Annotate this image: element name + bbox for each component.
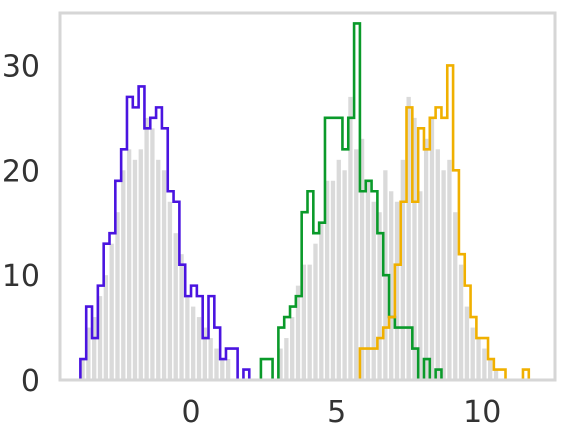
hist-bar-51 xyxy=(423,138,429,380)
hist-bar-22 xyxy=(208,338,213,380)
filled-bars xyxy=(80,96,499,380)
y-tick-label: 10 xyxy=(2,259,40,294)
hist-bar-54 xyxy=(441,170,446,380)
hist-bar-1 xyxy=(86,327,91,380)
plot-frame xyxy=(58,11,557,382)
hist-bar-62 xyxy=(488,359,493,380)
hist-bar-21 xyxy=(202,327,207,380)
step-outlines xyxy=(79,22,531,382)
hist-bar-35 xyxy=(330,180,336,380)
hist-bar-18 xyxy=(185,296,190,380)
hist-bar-10 xyxy=(138,149,143,380)
hist-bar-39 xyxy=(354,149,359,380)
hist-bar-25 xyxy=(225,359,231,380)
hist-bar-47 xyxy=(400,159,405,380)
hist-bar-57 xyxy=(458,264,464,380)
hist-bar-61 xyxy=(482,348,487,380)
series-outline-2 xyxy=(358,64,531,382)
hist-bar-38 xyxy=(348,96,353,380)
x-tick-label: 10 xyxy=(463,395,501,429)
y-tick-label: 20 xyxy=(2,154,40,189)
hist-bar-56 xyxy=(453,212,458,380)
hist-bar-13 xyxy=(156,159,161,380)
hist-bar-7 xyxy=(121,170,126,380)
hist-bar-59 xyxy=(470,327,475,380)
hist-bar-55 xyxy=(447,159,452,380)
hist-bar-17 xyxy=(179,254,184,380)
hist-bar-45 xyxy=(389,191,394,380)
x-tick-labels: 0 5 10 xyxy=(181,395,501,429)
hist-bar-3 xyxy=(97,296,103,380)
series-outline-0 xyxy=(79,85,251,382)
y-tick-labels: 0 10 20 30 xyxy=(2,49,40,399)
hist-bar-0 xyxy=(80,359,85,380)
hist-bar-12 xyxy=(150,128,155,380)
hist-bar-24 xyxy=(220,359,225,380)
x-tick-label: 5 xyxy=(327,395,346,429)
hist-bar-27 xyxy=(284,338,289,380)
hist-bar-31 xyxy=(307,264,312,380)
hist-bar-26 xyxy=(278,348,283,380)
hist-bar-33 xyxy=(319,222,324,380)
x-tick-label: 0 xyxy=(181,395,200,429)
hist-bar-42 xyxy=(371,201,376,380)
hist-bar-19 xyxy=(191,306,196,380)
hist-bar-53 xyxy=(435,149,440,380)
hist-bar-58 xyxy=(464,306,470,380)
hist-bar-29 xyxy=(295,285,301,380)
hist-bar-46 xyxy=(394,201,400,380)
hist-bar-28 xyxy=(290,317,295,380)
hist-bar-43 xyxy=(377,212,382,380)
hist-bar-32 xyxy=(313,243,318,380)
hist-bar-36 xyxy=(336,159,341,380)
hist-bar-60 xyxy=(476,338,481,380)
series-outline-1 xyxy=(259,22,443,382)
hist-bar-9 xyxy=(132,159,138,380)
hist-bar-15 xyxy=(167,201,173,380)
hist-bar-23 xyxy=(214,348,219,380)
hist-bar-6 xyxy=(115,212,120,380)
hist-bar-41 xyxy=(365,180,371,380)
hist-bar-5 xyxy=(109,243,114,380)
hist-bar-20 xyxy=(196,317,202,380)
hist-bar-16 xyxy=(173,233,178,380)
hist-bar-63 xyxy=(493,369,499,380)
y-tick-label: 0 xyxy=(21,364,40,399)
hist-bar-2 xyxy=(92,317,97,380)
hist-bar-40 xyxy=(359,138,365,380)
hist-bar-11 xyxy=(144,117,149,380)
hist-bar-52 xyxy=(429,117,435,380)
hist-bar-49 xyxy=(412,117,417,380)
hist-bar-8 xyxy=(126,149,132,380)
hist-bar-4 xyxy=(103,275,108,380)
hist-bar-14 xyxy=(161,170,167,380)
hist-bar-50 xyxy=(418,191,423,380)
hist-bar-37 xyxy=(342,170,347,380)
hist-bar-48 xyxy=(406,96,411,380)
hist-bar-30 xyxy=(301,264,306,380)
hist-bar-34 xyxy=(324,180,330,380)
y-tick-label: 30 xyxy=(2,49,40,84)
